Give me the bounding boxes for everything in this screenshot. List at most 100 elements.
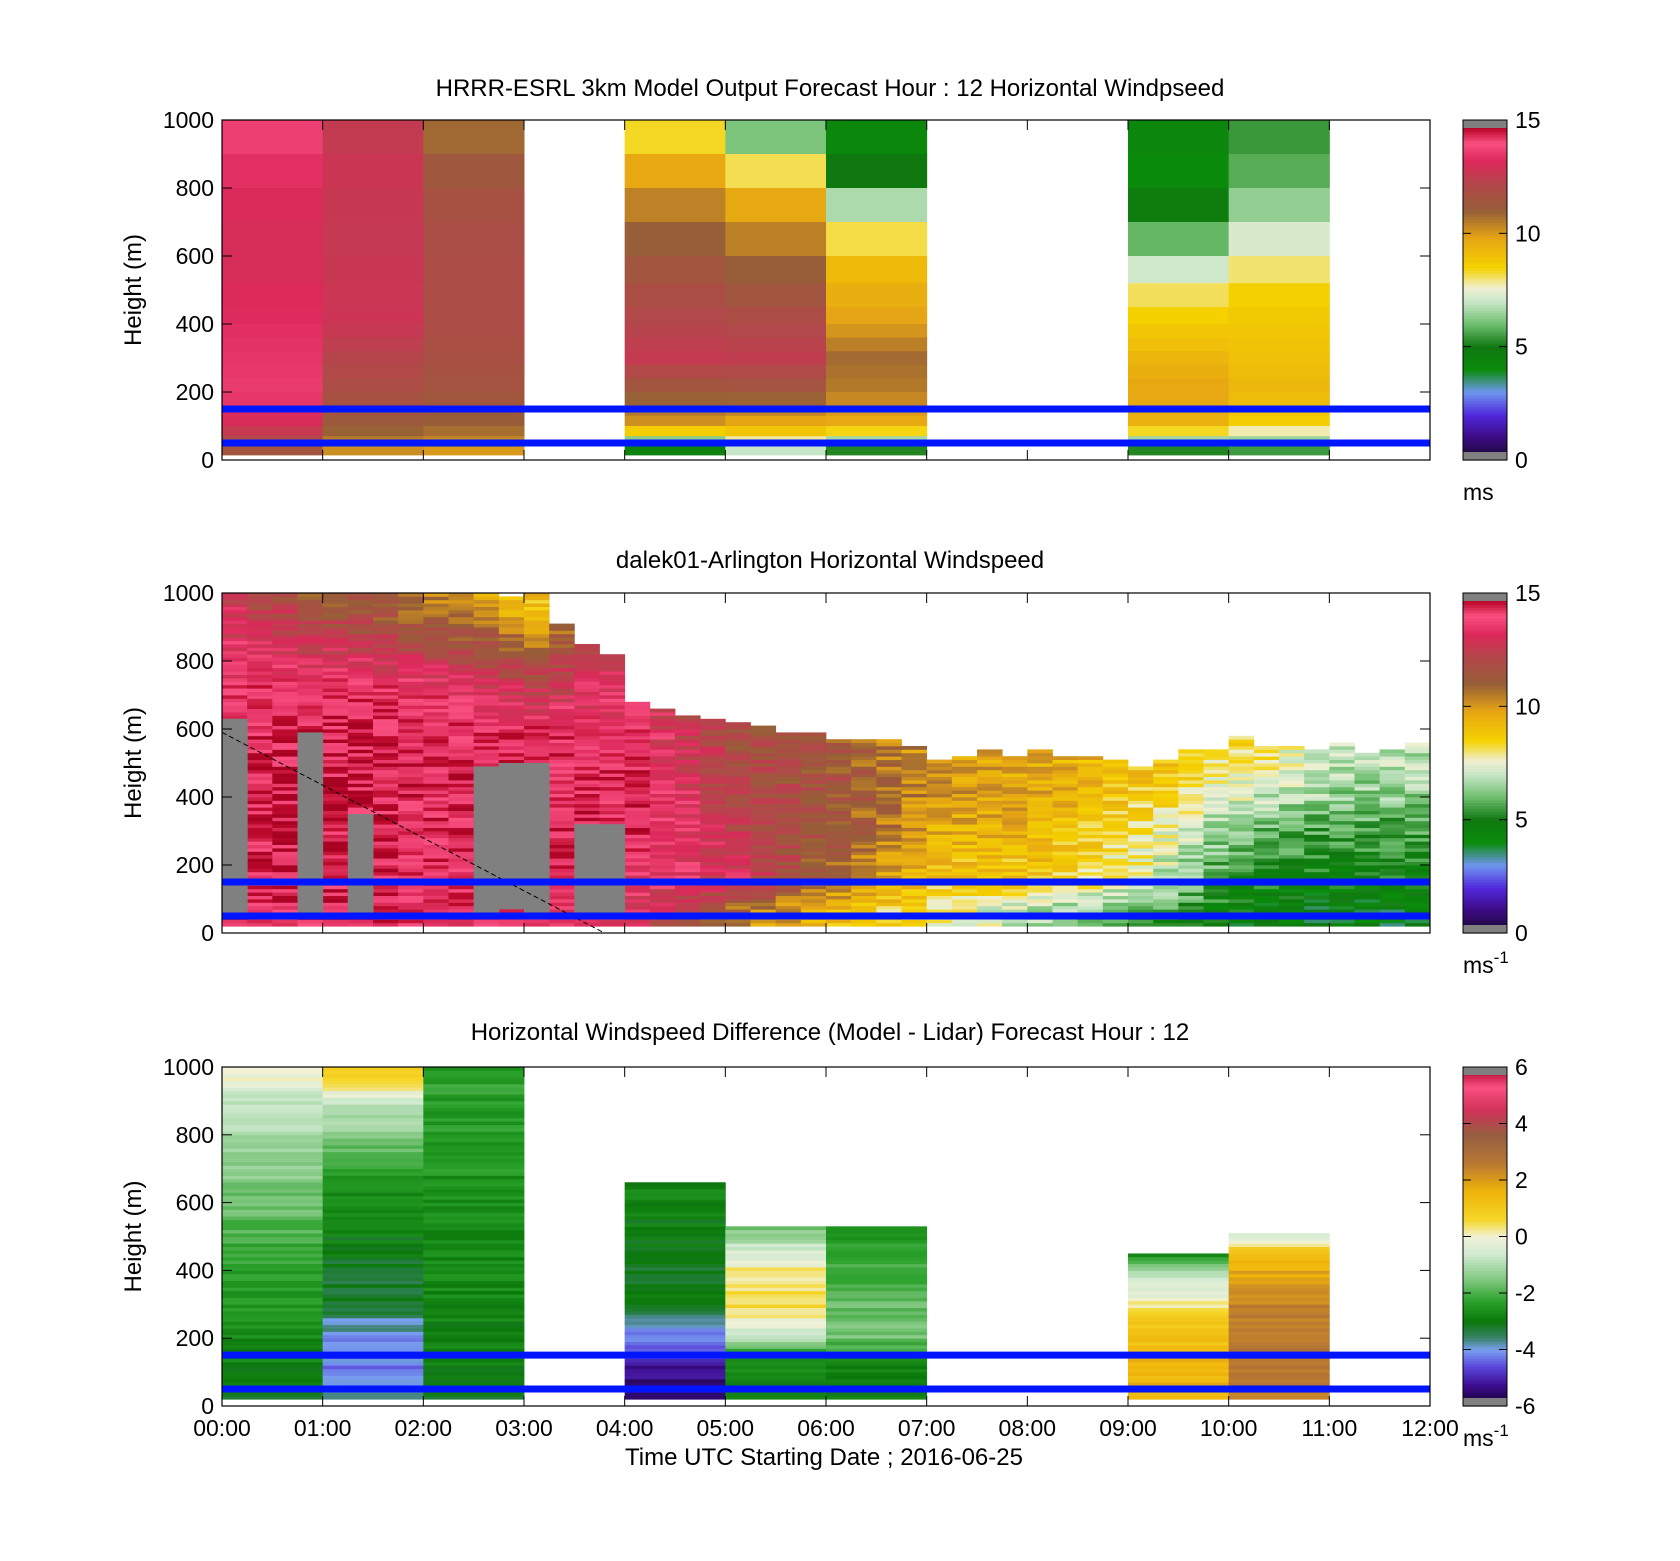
lidar-cell xyxy=(1354,868,1381,873)
lidar-cell xyxy=(322,742,349,747)
colorbar-segment xyxy=(1463,901,1507,906)
lidar-cell xyxy=(1354,797,1381,801)
lidar-cell xyxy=(1304,854,1330,859)
difference-cell xyxy=(222,1111,324,1115)
lidar-cell xyxy=(1404,895,1431,900)
lidar-cell xyxy=(876,844,902,849)
model-cell xyxy=(423,426,525,437)
colorbar-segment xyxy=(1463,791,1507,795)
lidar-cell xyxy=(1228,895,1255,900)
lidar-cell xyxy=(322,834,349,839)
lidar-cell xyxy=(498,715,525,720)
difference-cell xyxy=(624,1199,726,1203)
lidar-cell xyxy=(574,712,600,716)
lidar-cell xyxy=(549,684,575,689)
difference-cell xyxy=(423,1168,525,1173)
difference-cell xyxy=(624,1307,726,1312)
lidar-cell xyxy=(398,698,424,703)
lidar-cell xyxy=(1404,776,1431,781)
lidar-cell xyxy=(423,871,449,876)
lidar-cell xyxy=(574,769,600,774)
lidar-cell xyxy=(373,783,399,788)
model-cell xyxy=(624,415,726,427)
difference-cell xyxy=(624,1294,726,1298)
lidar-cell xyxy=(926,834,953,839)
lidar-cell xyxy=(398,854,424,859)
lidar-cell xyxy=(951,834,978,839)
colorbar-segment xyxy=(1463,1213,1507,1218)
lidar-cell xyxy=(1052,759,1079,764)
lidar-cell xyxy=(1253,871,1280,876)
lidar-cell xyxy=(322,888,349,893)
difference-cell xyxy=(423,1239,525,1244)
lidar-cell xyxy=(951,803,978,808)
lidar-cell xyxy=(1304,786,1330,791)
colorbar-segment xyxy=(1463,190,1507,195)
lidar-cell xyxy=(700,820,726,825)
colorbar-segment xyxy=(1463,278,1507,283)
lidar-cell xyxy=(1329,803,1355,808)
lidar-cell xyxy=(549,756,575,760)
lidar-cell xyxy=(750,803,777,808)
difference-cell xyxy=(1128,1267,1230,1271)
lidar-cell xyxy=(1178,820,1204,825)
lidar-cell xyxy=(297,630,324,635)
lidar-cell xyxy=(800,800,827,805)
lidar-cell xyxy=(1279,922,1305,927)
colorbar-tick-label: 6 xyxy=(1515,1054,1528,1080)
difference-cell xyxy=(322,1294,424,1298)
difference-cell xyxy=(1128,1300,1230,1305)
lidar-cell xyxy=(524,610,550,614)
lidar-cell xyxy=(1404,766,1431,771)
lidar-cell xyxy=(549,633,575,638)
lidar-cell xyxy=(1002,780,1028,784)
lidar-cell xyxy=(524,671,550,675)
difference-cell xyxy=(222,1283,324,1288)
lidar-cell xyxy=(951,909,978,913)
lidar-cell xyxy=(876,824,902,828)
lidar-cell xyxy=(574,732,600,737)
lidar-cell xyxy=(373,888,399,893)
lidar-cell xyxy=(1354,790,1381,794)
difference-cell xyxy=(1228,1294,1330,1298)
lidar-cell xyxy=(423,712,449,716)
lidar-cell xyxy=(1153,919,1179,924)
colorbar-segment xyxy=(1463,392,1507,396)
model-cell xyxy=(1228,120,1330,155)
lidar-cell xyxy=(1052,899,1079,903)
lidar-cell xyxy=(1102,797,1129,801)
y-tick-label: 400 xyxy=(176,1257,214,1283)
lidar-cell xyxy=(1279,875,1305,879)
lidar-cell xyxy=(1077,824,1104,828)
lidar-cell xyxy=(322,630,349,635)
lidar-cell xyxy=(675,790,701,794)
lidar-cell xyxy=(347,783,374,788)
lidar-cell xyxy=(1404,769,1431,774)
lidar-cell xyxy=(423,654,449,658)
lidar-cell xyxy=(977,752,1003,757)
model-cell xyxy=(222,222,324,257)
lidar-cell xyxy=(1379,790,1406,794)
lidar-cell xyxy=(901,888,928,893)
lidar-cell xyxy=(448,841,475,845)
lidar-cell xyxy=(1178,807,1204,811)
lidar-cell xyxy=(725,759,751,764)
lidar-cell xyxy=(1027,885,1053,890)
difference-cell xyxy=(222,1165,324,1170)
lidar-cell xyxy=(624,763,651,767)
lidar-cell xyxy=(800,895,827,900)
lidar-cell xyxy=(599,729,626,733)
lidar-cell xyxy=(423,603,449,607)
lidar-cell xyxy=(1379,858,1406,862)
lidar-cell xyxy=(1052,841,1079,845)
y-axis-label: Height (m) xyxy=(120,234,147,346)
colorbar-segment xyxy=(1463,612,1507,617)
colorbar-segment xyxy=(1463,720,1507,724)
difference-cell xyxy=(624,1195,726,1200)
lidar-cell xyxy=(1102,824,1129,828)
lidar-cell xyxy=(347,922,374,927)
lidar-cell xyxy=(1279,793,1305,798)
difference-cell xyxy=(222,1250,324,1254)
lidar-cell xyxy=(272,797,298,801)
lidar-cell xyxy=(725,868,751,873)
